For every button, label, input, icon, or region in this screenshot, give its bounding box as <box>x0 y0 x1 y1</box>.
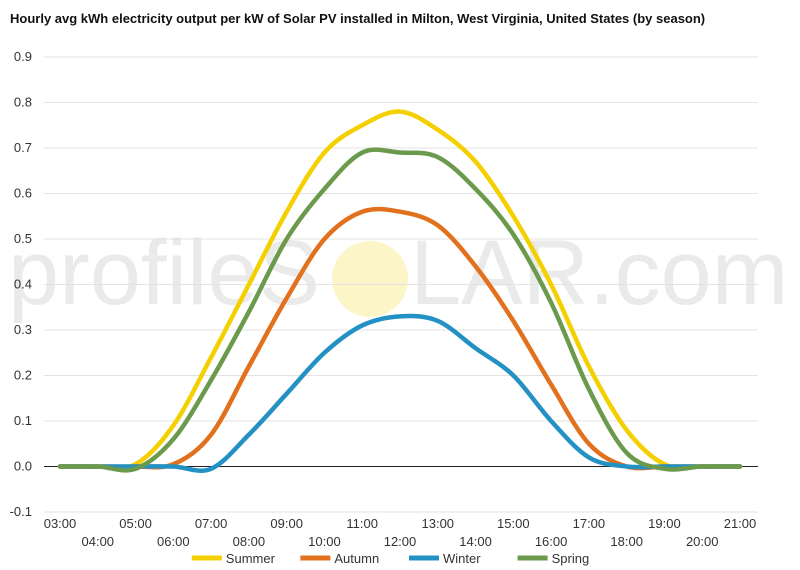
y-tick-label: 0.0 <box>14 459 32 474</box>
x-tick-label: 17:00 <box>573 516 606 531</box>
series-line-spring <box>57 147 743 473</box>
x-tick-label: 18:00 <box>610 534 643 549</box>
legend-label: Spring <box>552 551 590 566</box>
watermark: profileS LAR.com <box>8 222 788 324</box>
legend-label: Winter <box>443 551 481 566</box>
x-tick-label: 16:00 <box>535 534 568 549</box>
x-tick-label: 19:00 <box>648 516 681 531</box>
x-tick-label: 08:00 <box>233 534 266 549</box>
x-tick-label: 03:00 <box>44 516 77 531</box>
grid <box>44 56 758 513</box>
legend-item-spring: Spring <box>517 551 590 566</box>
y-tick-label: 0.6 <box>14 186 32 201</box>
legend-item-autumn: Autumn <box>300 551 379 566</box>
y-tick-label: 0.1 <box>14 413 32 428</box>
chart-title: Hourly avg kWh electricity output per kW… <box>10 11 706 26</box>
x-tick-label: 04:00 <box>82 534 115 549</box>
legend-label: Summer <box>226 551 276 566</box>
x-tick-label: 07:00 <box>195 516 228 531</box>
x-tick-label: 06:00 <box>157 534 190 549</box>
y-tick-label: 0.8 <box>14 95 32 110</box>
y-tick-label: 0.9 <box>14 49 32 64</box>
y-tick-label: 0.3 <box>14 322 32 337</box>
y-tick-label: 0.2 <box>14 368 32 383</box>
x-tick-label: 15:00 <box>497 516 530 531</box>
x-tick-label: 10:00 <box>308 534 341 549</box>
legend-item-winter: Winter <box>409 551 481 566</box>
x-tick-label: 21:00 <box>724 516 757 531</box>
x-tick-label: 11:00 <box>346 516 378 531</box>
series-line-summer <box>57 109 743 471</box>
legend-label: Autumn <box>334 551 379 566</box>
legend-item-summer: Summer <box>191 551 276 566</box>
x-tick-label: 14:00 <box>459 534 492 549</box>
x-tick-label: 09:00 <box>270 516 303 531</box>
series-line-winter <box>57 313 743 473</box>
legend: Summer Autumn Winter Spring <box>191 551 590 566</box>
x-axis-ticks: 03:00 04:00 05:00 06:00 07:00 08:00 09:00 10:00… <box>44 516 757 549</box>
watermark-text-right: LAR.com <box>410 222 788 324</box>
watermark-sun-icon <box>332 241 408 317</box>
series-group <box>57 109 743 473</box>
x-tick-label: 12:00 <box>384 534 417 549</box>
x-tick-label: 13:00 <box>422 516 455 531</box>
y-axis-ticks: -0.1 0.0 0.1 0.2 0.3 0.4 0.5 0.6 0.7 0.8 0.9 <box>10 49 32 519</box>
y-tick-label: -0.1 <box>10 504 32 519</box>
y-tick-label: 0.7 <box>14 140 32 155</box>
y-tick-label: 0.4 <box>14 277 32 292</box>
y-tick-label: 0.5 <box>14 231 32 246</box>
x-tick-label: 20:00 <box>686 534 719 549</box>
x-tick-label: 05:00 <box>119 516 152 531</box>
